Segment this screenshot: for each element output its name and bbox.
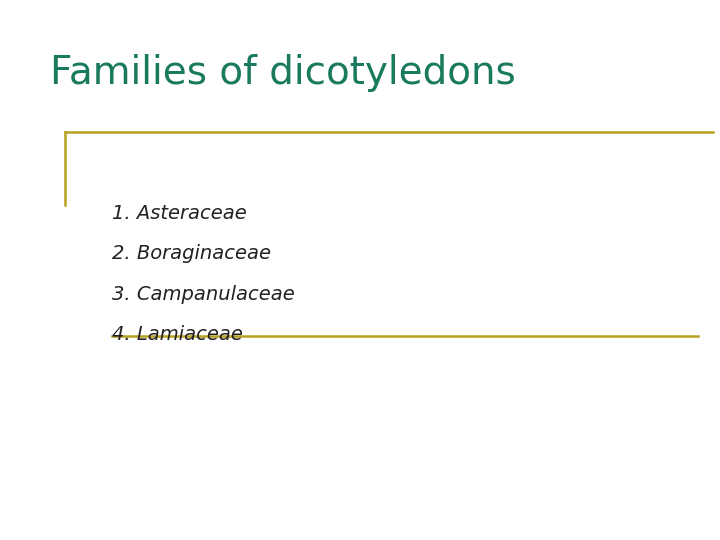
Text: 3. Campanulaceae: 3. Campanulaceae [112,285,294,304]
Text: Families of dicotyledons: Families of dicotyledons [50,54,516,92]
Text: 2. Boraginaceae: 2. Boraginaceae [112,244,271,264]
Text: 1. Asteraceae: 1. Asteraceae [112,204,246,223]
Text: 4. Lamiaceae: 4. Lamiaceae [112,325,243,345]
